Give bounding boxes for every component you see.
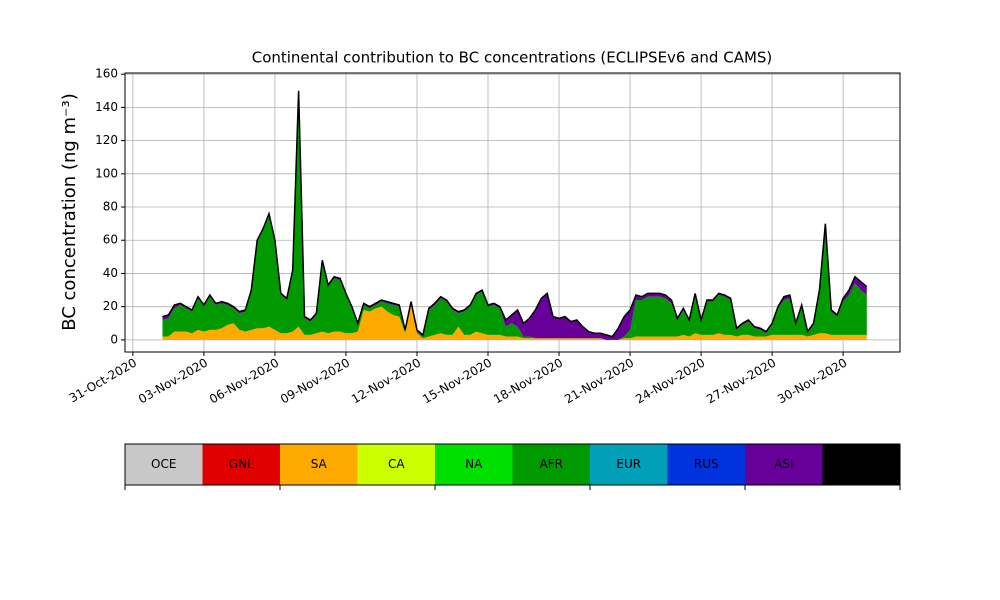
y-tick-label: 120 [95,133,118,147]
legend-swatch [125,444,203,485]
legend-label: RUS [694,457,719,471]
legend-swatch [745,444,823,485]
legend-label: NA [465,457,483,471]
total-outline [162,90,868,338]
legend-label: CA [388,457,405,471]
x-tick-label: 03-Nov-2020 [136,356,210,407]
legend-label: AUS [849,457,874,471]
legend-frame [124,443,901,486]
legend-swatch [590,444,668,485]
y-tick-label: 140 [95,100,118,114]
x-tick-label: 18-Nov-2020 [491,356,565,407]
legend-swatch [357,444,435,485]
x-tick-label: 15-Nov-2020 [420,356,494,407]
legend-swatch [202,444,280,485]
legend-label: ASI [774,457,793,471]
legend-swatch [435,444,513,485]
plot-frame [124,72,901,353]
y-tick-label: 80 [103,200,118,214]
x-tick-label: 27-Nov-2020 [704,356,778,407]
legend-swatch [667,444,745,485]
area [162,303,867,340]
x-tick-label: 06-Nov-2020 [207,356,281,407]
x-tick-label: 21-Nov-2020 [562,356,636,407]
legend-label: OCE [151,457,176,471]
chart-title: Continental contribution to BC concentra… [252,49,773,67]
y-tick-label: 60 [103,233,118,247]
y-tick-label: 0 [110,332,118,346]
legend-label: SA [311,457,328,471]
y-tick-label: 160 [95,67,118,81]
legend-label: EUR [616,457,641,471]
x-tick-label: 09-Nov-2020 [278,356,352,407]
y-axis-label: BC concentration (ng m⁻³) [59,93,80,331]
x-tick-label: 31-Oct-2020 [67,356,139,406]
legend-label: GNL [229,457,254,471]
legend-swatch [512,444,590,485]
y-tick-label: 100 [95,166,118,180]
legend-swatch [822,444,900,485]
y-tick-label: 40 [103,266,118,280]
legend-swatch [280,444,358,485]
x-tick-label: 12-Nov-2020 [349,356,423,407]
x-tick-label: 24-Nov-2020 [633,356,707,407]
x-tick-label: 30-Nov-2020 [775,356,849,407]
legend-label: AFR [540,457,563,471]
y-tick-label: 20 [103,299,118,313]
area [162,95,867,340]
